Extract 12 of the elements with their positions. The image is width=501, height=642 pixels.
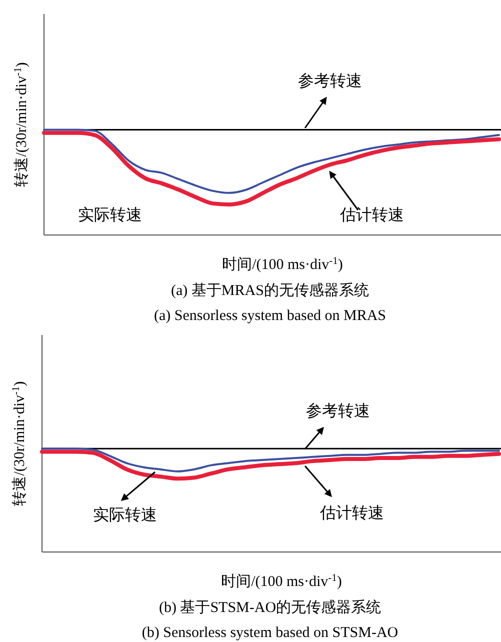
text: (b) Sensorless system based on STSM-AO <box>142 625 398 641</box>
annotation: 估计转速 <box>339 206 404 224</box>
text: (a) Sensorless system based on MRAS <box>154 308 386 324</box>
text: (b) 基于STSM-AO的无传感器系统 <box>158 599 382 616</box>
ref-line-label: 参考转速 <box>298 72 362 90</box>
text: (a) 基于MRAS的无传感器系统 <box>171 282 369 299</box>
annotation: 估计转速 <box>319 504 384 522</box>
x-axis-title: 时间/(100 ms·div$^{-1}$) <box>221 572 342 590</box>
ref-line-label: 参考转速 <box>306 402 370 420</box>
annotation: 实际转速 <box>78 206 142 224</box>
annotation: 实际转速 <box>93 506 157 524</box>
x-axis-title: 时间/(100 ms·div$^{-1}$) <box>222 256 343 273</box>
